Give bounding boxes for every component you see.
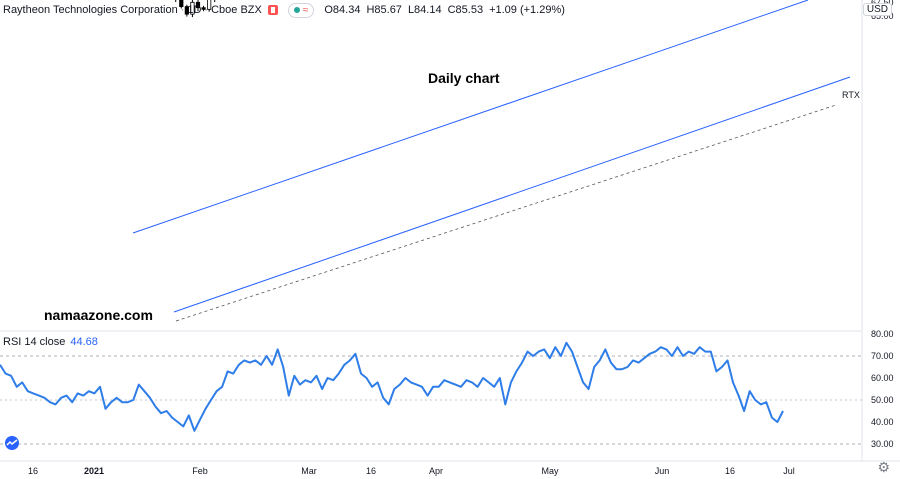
- currency-button[interactable]: USD: [862, 3, 892, 16]
- watermark-text: namaazone.com: [44, 307, 153, 323]
- chart-header: Raytheon Technologies Corporation · 1D ·…: [0, 0, 571, 20]
- rsi-tick-label: 30.00: [871, 439, 894, 449]
- rsi-line: [0, 341, 784, 432]
- candlestick-series: [175, 0, 216, 18]
- rsi-tick-label: 40.00: [871, 417, 894, 427]
- close-value: C85.53: [447, 4, 484, 16]
- open-value: O84.34: [324, 4, 361, 16]
- market-status-icon[interactable]: ≈: [287, 2, 315, 18]
- channel-upper-line: [132, 0, 809, 234]
- time-axis-label: 16: [28, 466, 38, 476]
- symbol-name[interactable]: Raytheon Technologies Corporation: [3, 4, 178, 16]
- tradingview-logo-icon[interactable]: [4, 436, 20, 450]
- candle-body: [179, 0, 184, 8]
- rsi-tick-label: 60.00: [871, 373, 894, 383]
- change-value: +1.09 (+1.29%): [489, 4, 565, 16]
- ohlc-values: O84.34 H85.67 L84.14 C85.53 +1.09 (+1.29%): [324, 4, 571, 16]
- ticker-label: RTX: [842, 90, 860, 100]
- low-value: L84.14: [407, 4, 442, 16]
- time-axis-label: Apr: [429, 466, 443, 476]
- header-separator: ·: [180, 4, 185, 16]
- wave-icon: ≈: [302, 4, 309, 16]
- rsi-legend[interactable]: RSI 14 close 44.68: [3, 336, 98, 348]
- support-dashed-line: [175, 104, 837, 322]
- rsi-series: [0, 341, 784, 432]
- candle-body: [207, 0, 212, 10]
- candle-body: [190, 1, 195, 15]
- chart-annotation-title: Daily chart: [428, 70, 500, 86]
- candle-body: [184, 6, 189, 15]
- candle-body: [201, 7, 206, 10]
- flag-icon[interactable]: [267, 5, 278, 15]
- time-axis-label: 16: [725, 466, 735, 476]
- time-axis-label: 16: [366, 466, 376, 476]
- time-axis-label: May: [541, 466, 559, 476]
- settings-gear-icon[interactable]: ⚙: [877, 459, 890, 475]
- interval-label[interactable]: 1D: [187, 4, 202, 16]
- rsi-tick-label: 70.00: [871, 351, 894, 361]
- rsi-legend-label: RSI 14 close: [3, 336, 66, 348]
- time-axis-label: 2021: [84, 466, 104, 476]
- header-separator: ·: [204, 4, 209, 16]
- rsi-tick-label: 80.00: [871, 329, 894, 339]
- status-dot-icon: [293, 7, 300, 13]
- channel-lower-line: [173, 76, 851, 313]
- rsi-legend-value: 44.68: [70, 336, 98, 348]
- time-axis-label: Feb: [192, 466, 208, 476]
- exchange-label: Cboe BZX: [211, 4, 262, 16]
- rsi-grid: [0, 355, 862, 445]
- time-axis-label: Mar: [301, 466, 317, 476]
- candle-body: [195, 1, 201, 9]
- high-value: H85.67: [366, 4, 402, 16]
- axes: 92.5090.0087.5085.0082.5080.0077.5075.00…: [28, 0, 894, 476]
- time-axis-label: Jun: [655, 466, 670, 476]
- price-grid: [0, 0, 900, 462]
- trend-lines: [132, 0, 851, 322]
- rsi-tick-label: 50.00: [871, 395, 894, 405]
- time-axis-label: Jul: [783, 466, 795, 476]
